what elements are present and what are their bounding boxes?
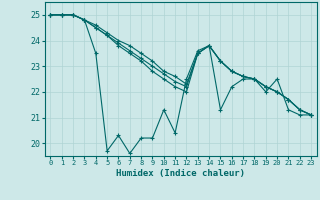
- X-axis label: Humidex (Indice chaleur): Humidex (Indice chaleur): [116, 169, 245, 178]
